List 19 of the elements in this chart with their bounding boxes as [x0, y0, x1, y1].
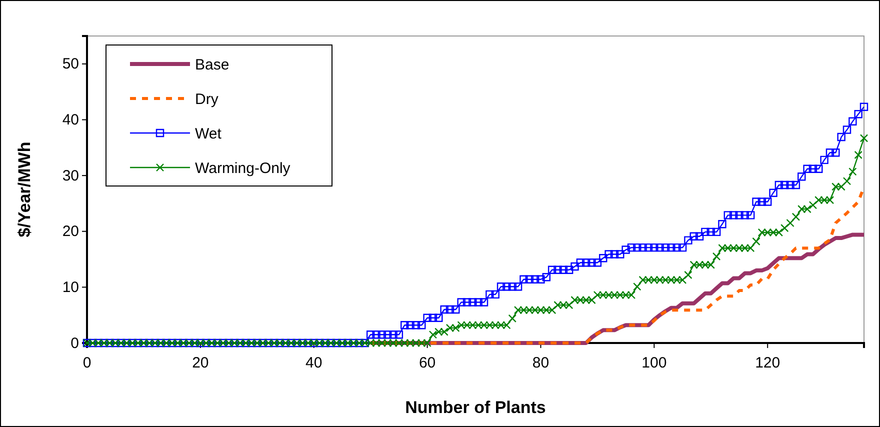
y-tick-label: 10: [62, 278, 79, 296]
y-tick-label: 0: [70, 334, 79, 352]
y-tick-label: 20: [62, 223, 79, 240]
x-tick-label: 100: [642, 354, 667, 372]
x-tick-label: 80: [532, 354, 550, 372]
x-tick-label: 20: [192, 354, 209, 372]
x-axis-title: Number of Plants: [405, 398, 546, 417]
legend-label: Wet: [195, 125, 222, 142]
y-tick-label: 40: [62, 112, 79, 129]
legend-label: Base: [195, 56, 230, 74]
x-tick-label: 120: [755, 354, 780, 372]
x-tick-label: 40: [306, 354, 322, 372]
legend-label: Warming-Only: [195, 160, 291, 177]
x-tick-label: 60: [418, 354, 436, 372]
y-tick-label: 50: [62, 56, 79, 73]
y-axis-title: $/Year/MWh: [15, 142, 34, 238]
x-tick-label: 0: [82, 354, 92, 372]
legend-label: Dry: [195, 90, 219, 108]
y-tick-label: 30: [62, 167, 79, 184]
